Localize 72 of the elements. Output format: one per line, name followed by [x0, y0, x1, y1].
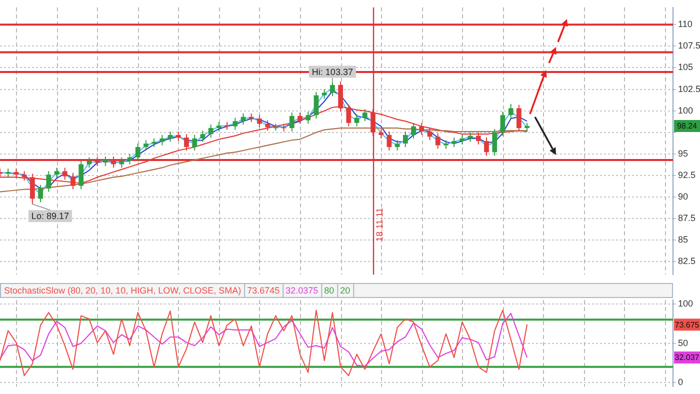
y-tick-label: 0: [678, 377, 684, 388]
text: 32.0375: [286, 285, 318, 296]
y-tick-label: 95: [678, 148, 688, 158]
candlestick: [200, 130, 206, 142]
y-tick-label: 87.5: [678, 213, 696, 224]
ref-line-label: 20: [340, 285, 350, 296]
candlestick: [22, 170, 27, 182]
candlestick: [78, 160, 84, 190]
candlestick: [484, 137, 489, 156]
candlestick: [476, 132, 481, 145]
candlestick: [378, 128, 384, 139]
candlestick: [144, 140, 148, 151]
candlestick: [265, 120, 270, 132]
candlestick: [46, 170, 52, 192]
annotation: Hi: 103.37: [312, 66, 353, 77]
candlestick: [354, 114, 360, 127]
annotation: 32.037: [674, 353, 700, 362]
candlestick: [14, 168, 19, 179]
candlestick: [62, 167, 68, 180]
candlestick: [38, 184, 43, 203]
candlestick: [419, 122, 424, 136]
candlestick: [500, 111, 506, 136]
candlestick: [257, 114, 262, 128]
y-tick-label: 110: [678, 19, 692, 30]
y-tick-label: 100: [678, 298, 694, 308]
candlestick: [411, 122, 416, 139]
candlestick: [176, 131, 181, 142]
candlestick: [192, 134, 198, 151]
candlestick: [86, 156, 92, 168]
candlestick: [54, 167, 60, 179]
candlestick: [306, 111, 311, 124]
candlestick: [468, 132, 473, 142]
y-tick-label: 85: [678, 234, 688, 245]
candlestick: [402, 131, 408, 148]
candlestick: [160, 134, 165, 146]
annotation: 18.11.11: [374, 208, 385, 242]
candlestick: [127, 153, 132, 165]
candlestick: [322, 88, 327, 100]
y-tick-label: 105: [678, 62, 694, 72]
annotation: 98.24: [676, 122, 698, 131]
text: 73.6745: [247, 285, 280, 296]
annotation: 73.675: [674, 320, 700, 330]
candlestick: [135, 143, 140, 162]
annotation: Lo: 89.17: [31, 211, 69, 222]
y-tick-label: 100: [678, 105, 694, 116]
candlestick: [452, 137, 457, 148]
candlestick: [289, 112, 294, 132]
y-tick-label: 102.5: [678, 84, 700, 94]
candlestick: [492, 128, 498, 156]
y-tick-label: 90: [678, 192, 688, 202]
candlestick: [314, 91, 319, 120]
candlestick: [508, 103, 514, 120]
y-tick-label: 107.5: [678, 40, 700, 51]
candlestick: [298, 112, 302, 124]
candlestick: [224, 122, 230, 130]
chart-title: StochasticSlow (80, 20, 10, 10, HIGH, LOW, CLOSE, SMA): [4, 285, 242, 296]
y-tick-label: 92.5: [678, 170, 696, 180]
y-tick-label: 50: [678, 338, 688, 348]
candlestick: [232, 117, 238, 130]
candlestick: [168, 131, 173, 142]
candlestick: [362, 108, 368, 122]
candlestick: [216, 122, 222, 132]
ref-line-label: 80: [324, 285, 334, 296]
candlestick: [208, 124, 214, 138]
y-tick-label: 82.5: [678, 256, 696, 266]
candlestick: [184, 134, 189, 151]
candlestick: [394, 140, 400, 151]
candlestick: [102, 156, 108, 166]
candlestick: [386, 131, 392, 151]
candlestick: [460, 134, 465, 145]
candlestick: [119, 156, 124, 168]
candlestick: [435, 132, 440, 150]
